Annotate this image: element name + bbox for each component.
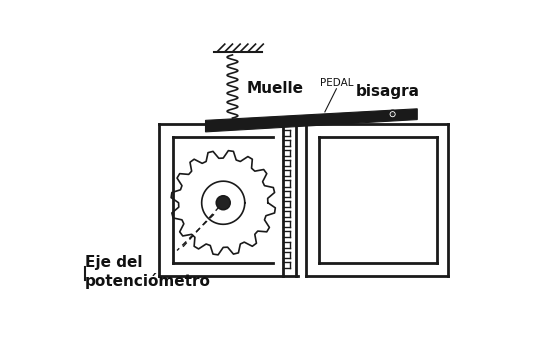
Polygon shape	[205, 109, 417, 132]
Circle shape	[391, 113, 394, 116]
Text: PEDAL: PEDAL	[320, 78, 353, 88]
Circle shape	[388, 110, 396, 118]
Text: Eje del
potenciómetro: Eje del potenciómetro	[84, 255, 210, 289]
Circle shape	[216, 196, 230, 210]
Text: Muelle: Muelle	[246, 81, 304, 96]
Text: bisagra: bisagra	[356, 83, 420, 98]
